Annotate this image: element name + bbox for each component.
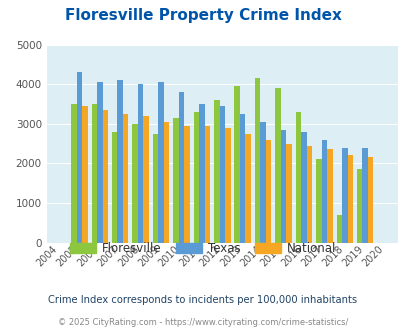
- Bar: [102, 110, 108, 243]
- Bar: [204, 126, 210, 243]
- Bar: [132, 124, 138, 243]
- Bar: [163, 122, 169, 243]
- Bar: [213, 100, 219, 243]
- Bar: [321, 140, 326, 243]
- Text: © 2025 CityRating.com - https://www.cityrating.com/crime-statistics/: © 2025 CityRating.com - https://www.city…: [58, 318, 347, 327]
- Bar: [193, 112, 198, 243]
- Bar: [82, 106, 87, 243]
- Bar: [286, 144, 291, 243]
- Bar: [239, 114, 245, 243]
- Bar: [198, 104, 204, 243]
- Bar: [315, 159, 321, 243]
- Bar: [326, 149, 332, 243]
- Bar: [341, 148, 347, 243]
- Text: Floresville Property Crime Index: Floresville Property Crime Index: [64, 8, 341, 23]
- Bar: [275, 88, 280, 243]
- Bar: [71, 104, 77, 243]
- Bar: [173, 118, 178, 243]
- Bar: [260, 122, 265, 243]
- Bar: [184, 126, 189, 243]
- Bar: [97, 82, 102, 243]
- Bar: [265, 140, 271, 243]
- Bar: [91, 104, 97, 243]
- Bar: [301, 132, 306, 243]
- Bar: [254, 78, 260, 243]
- Bar: [367, 157, 373, 243]
- Text: Crime Index corresponds to incidents per 100,000 inhabitants: Crime Index corresponds to incidents per…: [48, 295, 357, 305]
- Legend: Floresville, Texas, National: Floresville, Texas, National: [65, 237, 340, 260]
- Bar: [280, 130, 286, 243]
- Bar: [117, 80, 123, 243]
- Bar: [295, 112, 301, 243]
- Bar: [234, 86, 239, 243]
- Bar: [347, 155, 352, 243]
- Bar: [178, 92, 184, 243]
- Bar: [224, 128, 230, 243]
- Bar: [356, 169, 362, 243]
- Bar: [77, 72, 82, 243]
- Bar: [143, 116, 149, 243]
- Bar: [123, 114, 128, 243]
- Bar: [138, 84, 143, 243]
- Bar: [112, 132, 117, 243]
- Bar: [219, 106, 224, 243]
- Bar: [336, 215, 341, 243]
- Bar: [152, 134, 158, 243]
- Bar: [306, 146, 311, 243]
- Bar: [362, 148, 367, 243]
- Bar: [158, 82, 163, 243]
- Bar: [245, 134, 250, 243]
